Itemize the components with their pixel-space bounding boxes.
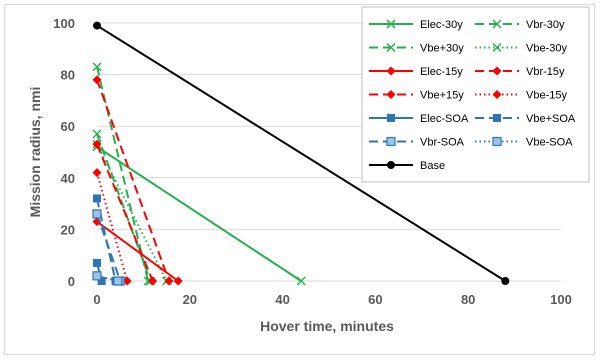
legend-swatch-marker [386,136,396,147]
data-point [296,276,306,286]
y-tick-label: 20 [61,222,75,237]
x-tick-label: 80 [461,292,475,307]
series-line [96,213,122,282]
tick-labels: 0 20 40 60 80 100 0 20 40 60 80 100 [53,16,572,307]
x-tick-label: 0 [93,292,100,307]
series-line [96,66,150,282]
data-point [93,194,101,203]
y-tick-label: 100 [53,16,75,31]
legend-swatch-marker [387,161,395,169]
legend-swatch-marker [386,19,396,29]
data-point [501,277,510,285]
series-line [96,143,168,282]
legend-item: Vbr-SOA [369,137,465,149]
data-point [164,276,174,286]
legend-label: Vbe+SOA [526,113,576,125]
series-line [96,133,152,282]
legend-swatch-marker [387,114,395,122]
data-point [113,276,123,286]
series-line [96,79,170,282]
data-point [97,277,106,285]
legend-item: Elec-30y [369,19,463,31]
legend-item: Elec-SOA [369,113,469,125]
legend-label: Base [420,160,445,172]
data-point [92,209,102,219]
data-point [92,75,102,85]
series-layer [92,21,510,286]
series-Base [93,21,510,285]
data-point [93,21,101,30]
x-axis-title: Hover time, minutes [260,318,394,334]
legend-item: Vbe+15y [369,90,464,102]
y-axis-title: Mission radius, nmi [27,87,43,218]
x-tick-label: 100 [550,292,572,307]
data-point [92,271,102,281]
y-tick-label: 40 [61,171,75,186]
legend-item: Vbe-15y [475,90,567,102]
legend-label: Vbr-15y [526,66,565,78]
legend-item: Base [369,160,445,172]
legend-swatch-marker [492,90,502,99]
legend-item: Vbe-30y [475,43,567,55]
legend-item: Vbe-SOA [475,137,573,149]
legend-swatch-marker [493,114,501,122]
series-Vbe+15y [92,75,174,286]
x-tick-label: 20 [183,292,197,307]
legend-label: Vbe-SOA [526,137,573,149]
series-line [96,143,154,282]
y-tick-label: 0 [68,274,75,289]
legend-label: Vbr-30y [526,19,565,31]
legend-item: Vbe+SOA [475,113,576,125]
data-point [148,276,158,286]
legend-swatch-marker [492,19,502,29]
series-Vbe+30y [92,62,153,286]
series-Vbe-15y [92,168,132,286]
legend-label: Vbr-SOA [420,137,465,149]
data-point [173,276,183,286]
legend-label: Vbe-30y [526,43,567,55]
legend-swatch-marker [492,43,502,52]
data-point [92,129,102,139]
series-line [96,24,506,282]
legend-label: Vbe+15y [420,90,464,102]
legend-item: Elec-15y [369,66,463,78]
data-point [93,258,101,267]
legend-item: Vbe+30y [369,43,464,55]
data-point [92,139,102,149]
legend-item: Vbr-30y [475,19,565,31]
legend-swatch-marker [492,66,502,76]
legend-swatch-marker [386,90,396,99]
series-Vbr-15y [92,139,158,286]
legend-swatch-marker [492,136,502,147]
legend-item: Vbr-15y [475,66,565,78]
data-point [92,62,102,72]
legend-label: Elec-SOA [420,113,469,125]
series-line [96,172,129,282]
x-tick-label: 40 [275,292,289,307]
y-tick-label: 80 [61,68,75,83]
x-tick-label: 60 [368,292,382,307]
legend-label: Vbe-15y [526,90,567,102]
legend-label: Elec-15y [420,66,463,78]
data-point [92,168,102,178]
legend: Elec-30y Vbr-30y Vbe+30y Vbe-30y Elec-15y Vbr… [361,6,590,183]
series-Elec-15y [92,217,183,286]
legend-swatch-marker [386,66,396,76]
series-Vbe-SOA [92,271,123,286]
legend-label: Vbe+30y [420,43,464,55]
y-tick-label: 60 [61,119,75,134]
data-point [122,276,132,286]
legend-label: Elec-30y [420,19,463,31]
legend-swatch-marker [386,43,396,52]
series-line [96,146,302,282]
